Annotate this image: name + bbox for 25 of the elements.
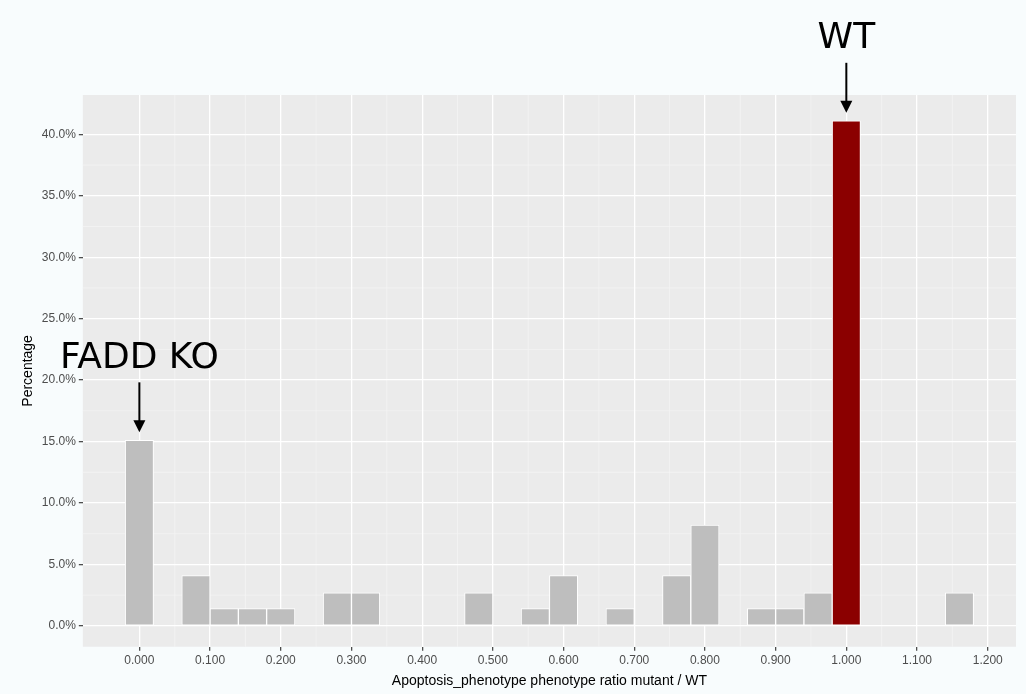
y-axis-title: Percentage (19, 334, 36, 407)
y-tick-label: 20.0% (41, 372, 77, 387)
x-tick-label: 0.000 (124, 653, 155, 668)
x-tick-label: 0.600 (548, 653, 579, 668)
x-tick-label: 0.900 (760, 653, 791, 668)
y-tick-label: 35.0% (41, 188, 77, 203)
x-tick-label: 1.100 (902, 653, 933, 668)
x-tick-label: 0.800 (689, 653, 721, 668)
y-tick-label: 5.0% (48, 556, 77, 571)
x-axis-title: Apoptosis_phenotype phenotype ratio mutant / WT (391, 672, 708, 689)
x-tick-label: 0.400 (407, 653, 438, 668)
y-tick-label: 10.0% (41, 495, 77, 510)
y-tick-label: 25.0% (41, 310, 77, 325)
x-tick-label: 0.700 (619, 653, 650, 668)
x-tick-label: 1.200 (972, 653, 1004, 668)
y-tick-label: 15.0% (41, 433, 77, 448)
x-tick-label: 0.100 (195, 653, 226, 668)
x-tick-label: 0.300 (336, 653, 367, 668)
x-tick-label: 0.500 (477, 653, 509, 668)
annotation: WT (817, 15, 877, 57)
x-tick-label: 0.200 (265, 653, 297, 668)
y-tick-label: 40.0% (41, 126, 77, 141)
y-tick-label: 0.0% (48, 618, 77, 633)
x-tick-label: 1.000 (831, 653, 862, 668)
y-tick-label: 30.0% (41, 249, 77, 264)
